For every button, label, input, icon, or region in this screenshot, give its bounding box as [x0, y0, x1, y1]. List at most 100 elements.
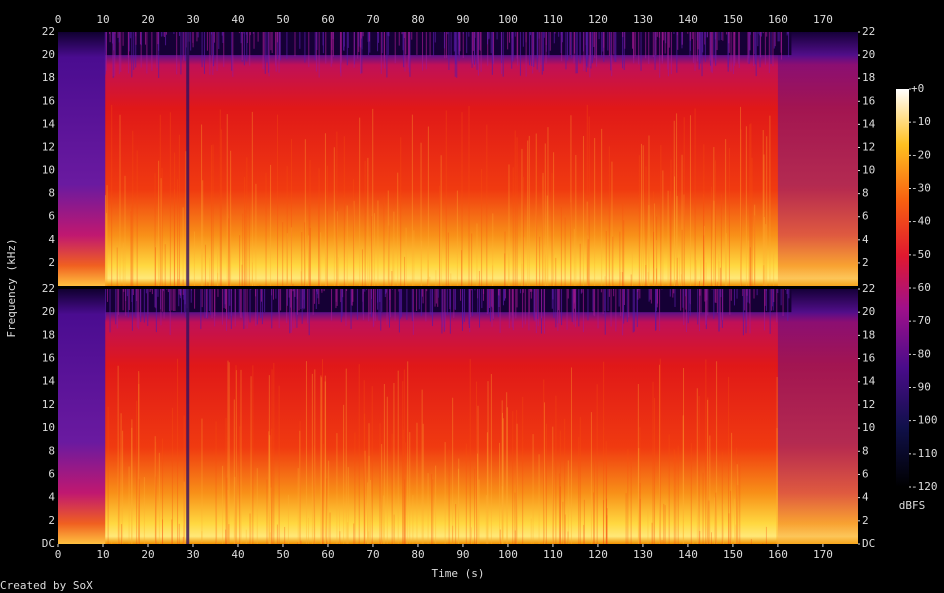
spectrogram [58, 289, 858, 544]
x-tick-label-top: 50 [276, 13, 289, 26]
cutoff-band [105, 32, 792, 56]
y-tick-label-right: 4 [862, 233, 869, 246]
y-tick-label: 6 [48, 210, 55, 223]
y-tick-label-right: 10 [862, 421, 875, 434]
y-tick-label-right: 22 [862, 25, 875, 38]
gap [186, 289, 190, 544]
colorbar-tick-label: -80 [911, 347, 931, 360]
colorbar-tick-label: -50 [911, 248, 931, 261]
colorbar-tick-label: -100 [911, 414, 938, 427]
y-tick-label: 10 [42, 421, 55, 434]
x-tick-label-top: 0 [55, 13, 62, 26]
x-tick-label: 50 [276, 548, 289, 561]
x-tick-label: 100 [498, 548, 518, 561]
x-tick-label-top: 40 [231, 13, 244, 26]
x-tick-label: 70 [366, 548, 379, 561]
y-tick-label-right: 10 [862, 164, 875, 177]
y-tick-label-right: 20 [862, 48, 875, 61]
x-tick-label-top: 30 [186, 13, 199, 26]
colorbar-tick-label: -90 [911, 381, 931, 394]
y-tick-label: 16 [42, 352, 55, 365]
colorbar-tick-label: -40 [911, 215, 931, 228]
x-tick-label-top: 10 [96, 13, 109, 26]
y-tick-label: 12 [42, 140, 55, 153]
y-tick-label: 18 [42, 328, 55, 341]
y-tick-label: 22 [42, 25, 55, 38]
x-tick-label-top: 150 [723, 13, 743, 26]
y-tick-label-right: 2 [862, 256, 869, 269]
cutoff-band [105, 289, 792, 313]
x-tick-label: 60 [321, 548, 334, 561]
x-tick-label: 0 [55, 548, 62, 561]
x-tick-label-top: 160 [768, 13, 788, 26]
quiet-region [58, 289, 106, 544]
x-tick-label: 20 [141, 548, 154, 561]
colorbar-tick-label: -70 [911, 314, 931, 327]
y-tick-label: DC [42, 537, 55, 550]
y-tick-label-right: 8 [862, 444, 869, 457]
x-tick-label-top: 90 [456, 13, 469, 26]
x-tick-label-top: 100 [498, 13, 518, 26]
x-tick-label: 170 [813, 548, 833, 561]
y-tick-label-right: 20 [862, 305, 875, 318]
x-tick-label: 130 [633, 548, 653, 561]
y-tick-label-right: 12 [862, 398, 875, 411]
footer: Created by SoX [0, 579, 93, 592]
spectrogram [58, 32, 858, 286]
y-tick-label: 18 [42, 71, 55, 84]
y-tick-label-right: 14 [862, 117, 876, 130]
y-tick-label: 14 [42, 117, 56, 130]
y-tick-label-right: 16 [862, 352, 875, 365]
colorbar-tick-label: -30 [911, 182, 931, 195]
quiet-region [58, 32, 106, 286]
x-tick-label: 120 [588, 548, 608, 561]
y-tick-label: 4 [48, 491, 55, 504]
colorbar-tick-label: -110 [911, 447, 938, 460]
colorbar-tick-label: -20 [911, 148, 931, 161]
y-tick-label: 20 [42, 305, 55, 318]
x-tick-label-top: 170 [813, 13, 833, 26]
x-tick-label: 10 [96, 548, 109, 561]
x-tick-label: 90 [456, 548, 469, 561]
colorbar-tick-label: -60 [911, 281, 931, 294]
colorbar-label: dBFS [899, 499, 926, 512]
x-tick-label: 40 [231, 548, 244, 561]
y-tick-label: 20 [42, 48, 55, 61]
x-tick-label: 30 [186, 548, 199, 561]
y-tick-label-right: DC [862, 537, 875, 550]
x-tick-label-top: 120 [588, 13, 608, 26]
colorbar-tick-label: -120 [911, 480, 938, 493]
x-tick-label: 160 [768, 548, 788, 561]
y-tick-label-right: 6 [862, 467, 869, 480]
x-tick-label-top: 130 [633, 13, 653, 26]
gap [186, 32, 190, 286]
y-tick-label: 12 [42, 398, 55, 411]
y-tick-label-right: 22 [862, 282, 875, 295]
y-tick-label-right: 8 [862, 187, 869, 200]
fade-region [777, 32, 858, 286]
colorbar [896, 89, 909, 487]
y-tick-label-right: 16 [862, 94, 875, 107]
y-tick-label: 14 [42, 375, 56, 388]
x-tick-label: 110 [543, 548, 563, 561]
y-tick-label-right: 18 [862, 71, 875, 84]
y-axis-label: Frequency (kHz) [5, 238, 18, 337]
x-tick-label-top: 20 [141, 13, 154, 26]
y-tick-label-right: 14 [862, 375, 876, 388]
y-tick-label: 10 [42, 164, 55, 177]
y-tick-label: 8 [48, 444, 55, 457]
y-tick-label-right: 18 [862, 328, 875, 341]
y-tick-label: 4 [48, 233, 55, 246]
fade-region [777, 289, 858, 544]
y-tick-label: 22 [42, 282, 55, 295]
x-tick-label: 140 [678, 548, 698, 561]
y-tick-label-right: 2 [862, 514, 869, 527]
y-tick-label: 2 [48, 256, 55, 269]
x-tick-label-top: 70 [366, 13, 379, 26]
y-tick-label: 6 [48, 467, 55, 480]
y-tick-label: 16 [42, 94, 55, 107]
x-axis-label: Time (s) [432, 567, 485, 580]
x-tick-label: 150 [723, 548, 743, 561]
